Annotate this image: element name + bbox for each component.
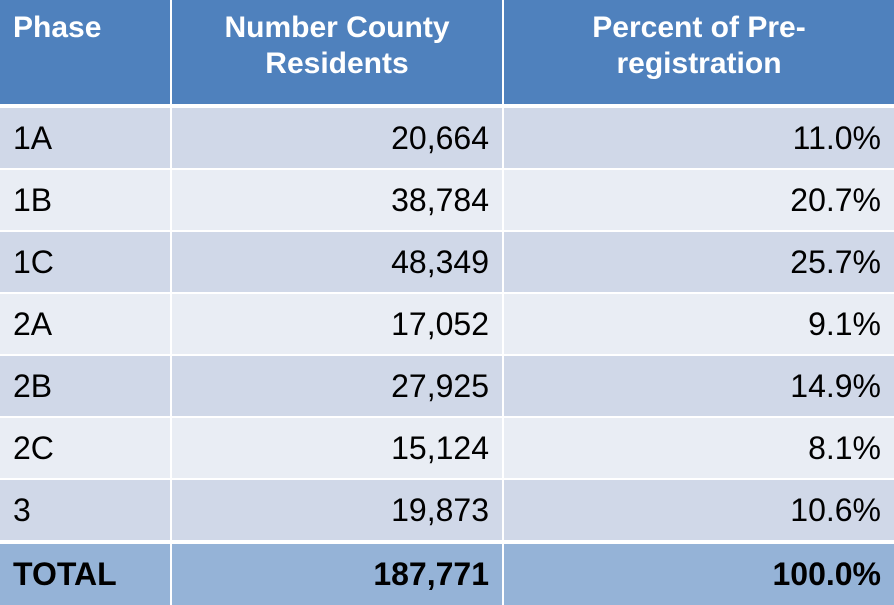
residents-cell: 48,349: [172, 232, 504, 294]
table-row: 2C 15,124 8.1%: [0, 418, 894, 480]
table-row: 2B 27,925 14.9%: [0, 356, 894, 418]
percent-cell: 14.9%: [504, 356, 894, 418]
phase-cell: 3: [0, 480, 172, 542]
residents-cell: 20,664: [172, 108, 504, 170]
residents-cell: 17,052: [172, 294, 504, 356]
total-row: TOTAL 187,771 100.0%: [0, 542, 894, 605]
phase-cell: 1A: [0, 108, 172, 170]
total-percent: 100.0%: [504, 542, 894, 605]
percent-cell: 8.1%: [504, 418, 894, 480]
table-row: 1B 38,784 20.7%: [0, 170, 894, 232]
phase-cell: 1B: [0, 170, 172, 232]
header-percent-of-pre-registration: Percent of Pre-registration: [504, 0, 894, 108]
percent-cell: 9.1%: [504, 294, 894, 356]
table-row: 1C 48,349 25.7%: [0, 232, 894, 294]
phase-cell: 2C: [0, 418, 172, 480]
header-number-county-residents: Number County Residents: [172, 0, 504, 108]
table-row: 2A 17,052 9.1%: [0, 294, 894, 356]
percent-cell: 10.6%: [504, 480, 894, 542]
table-row: 3 19,873 10.6%: [0, 480, 894, 542]
residents-cell: 19,873: [172, 480, 504, 542]
table-row: 1A 20,664 11.0%: [0, 108, 894, 170]
percent-cell: 11.0%: [504, 108, 894, 170]
header-row: Phase Number County Residents Percent of…: [0, 0, 894, 108]
total-label: TOTAL: [0, 542, 172, 605]
phase-cell: 1C: [0, 232, 172, 294]
phase-cell: 2A: [0, 294, 172, 356]
residents-cell: 27,925: [172, 356, 504, 418]
header-phase: Phase: [0, 0, 172, 108]
residents-cell: 38,784: [172, 170, 504, 232]
total-residents: 187,771: [172, 542, 504, 605]
residents-cell: 15,124: [172, 418, 504, 480]
percent-cell: 25.7%: [504, 232, 894, 294]
phase-cell: 2B: [0, 356, 172, 418]
percent-cell: 20.7%: [504, 170, 894, 232]
